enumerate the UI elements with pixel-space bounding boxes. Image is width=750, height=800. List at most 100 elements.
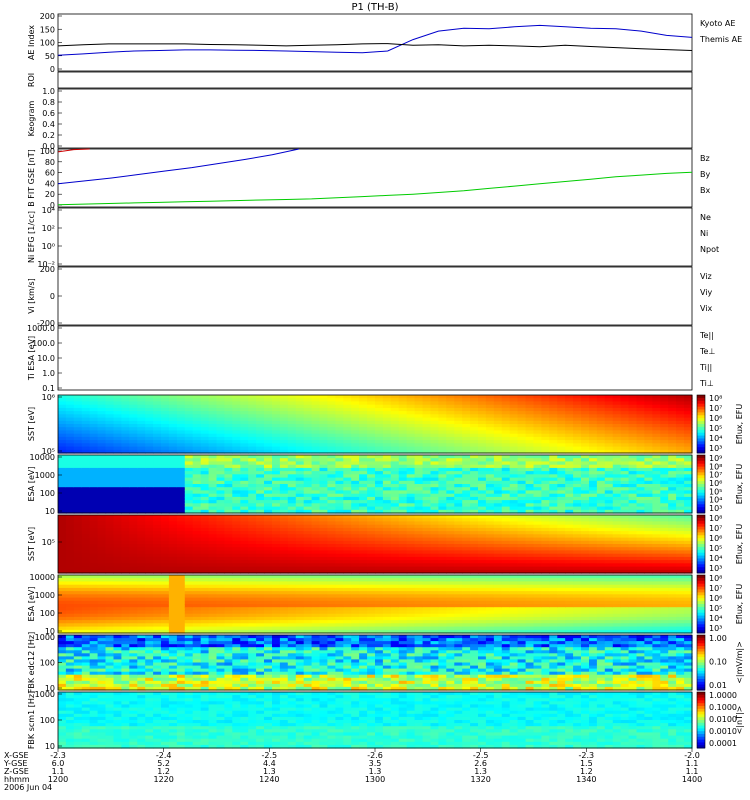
heatmap-cell	[668, 417, 677, 422]
heatmap-cell	[382, 550, 392, 555]
heatmap-cell	[541, 496, 550, 501]
heatmap-cell	[565, 474, 574, 479]
heatmap-cell	[343, 449, 352, 454]
heatmap-cell	[573, 404, 582, 409]
heatmap-cell	[89, 600, 99, 605]
heatmap-cell	[509, 440, 519, 444]
heatmap-cell	[573, 506, 582, 511]
heatmap-cell	[557, 464, 566, 469]
heatmap-cell	[97, 616, 107, 621]
heatmap-cell	[422, 443, 432, 448]
heatmap-cell	[351, 527, 360, 532]
heatmap-cell	[58, 587, 67, 592]
heatmap-cell	[73, 490, 83, 495]
heatmap-cell	[382, 443, 392, 448]
heatmap-cell	[557, 407, 566, 412]
heatmap-cell	[406, 404, 416, 409]
heatmap-cell	[589, 458, 598, 462]
heatmap-cell	[272, 436, 281, 441]
heatmap-cell	[604, 430, 614, 435]
heatmap-cell	[224, 537, 233, 542]
heatmap-cell	[240, 440, 249, 444]
heatmap-cell	[541, 420, 550, 425]
heatmap-cell	[176, 587, 186, 592]
heatmap-cell	[319, 547, 328, 551]
heatmap-cell	[470, 443, 479, 448]
heatmap-cell	[398, 395, 408, 399]
heatmap-cell	[557, 449, 566, 454]
heatmap-cell	[343, 461, 352, 466]
heatmap-cell	[573, 458, 582, 462]
heatmap-cell	[256, 474, 265, 479]
heatmap-cell	[161, 521, 170, 526]
heatmap-cell	[248, 427, 257, 431]
heatmap-cell	[581, 531, 590, 535]
heatmap-cell	[343, 496, 352, 501]
heatmap-cell	[525, 493, 535, 498]
heatmap-cell	[129, 490, 138, 495]
heatmap-cell	[636, 493, 645, 498]
heatmap-cell	[319, 424, 328, 428]
heatmap-cell	[604, 467, 614, 472]
heatmap-cell	[145, 471, 154, 475]
heatmap-cell	[176, 414, 186, 419]
heatmap-cell	[446, 566, 455, 571]
heatmap-cell	[319, 401, 328, 406]
heatmap-cell	[105, 613, 114, 618]
heatmap-cell	[192, 484, 202, 488]
heatmap-cell	[184, 404, 194, 409]
heatmap-cell	[375, 544, 384, 548]
heatmap-cell	[303, 496, 313, 501]
heatmap-cell	[541, 484, 550, 488]
heatmap-cell	[153, 395, 162, 399]
heatmap-cell	[73, 566, 83, 571]
heatmap-cell	[382, 420, 392, 425]
heatmap-cell	[73, 464, 83, 469]
heatmap-cell	[652, 461, 661, 466]
heatmap-cell	[676, 563, 685, 568]
heatmap-cell	[81, 597, 91, 602]
heatmap-cell	[272, 458, 281, 462]
heatmap-cell	[161, 484, 170, 488]
colorbar-swatch	[697, 541, 705, 545]
heatmap-cell	[509, 540, 519, 545]
heatmap-cell	[153, 578, 162, 582]
heatmap-cell	[248, 604, 257, 608]
heatmap-cell	[676, 544, 685, 548]
heatmap-cell	[89, 607, 99, 611]
heatmap-cell	[240, 607, 249, 611]
heatmap-cell	[422, 527, 432, 532]
heatmap-cell	[676, 553, 685, 558]
heatmap-cell	[264, 449, 273, 454]
heatmap-cell	[129, 531, 138, 535]
heatmap-cell	[422, 496, 432, 501]
heatmap-cell	[501, 467, 511, 472]
heatmap-cell	[375, 398, 384, 402]
heatmap-cell	[454, 500, 463, 504]
heatmap-cell	[105, 569, 114, 574]
heatmap-cell	[565, 487, 574, 491]
heatmap-cell	[311, 467, 321, 472]
heatmap-cell	[573, 436, 582, 441]
heatmap-cell	[533, 521, 542, 526]
heatmap-cell	[501, 461, 511, 466]
heatmap-cell	[168, 464, 178, 469]
heatmap-cell	[525, 503, 535, 508]
heatmap-cell	[644, 433, 653, 438]
heatmap-cell	[272, 443, 281, 448]
heatmap-cell	[137, 471, 146, 475]
heatmap-cell	[208, 446, 218, 451]
heatmap-cell	[240, 515, 249, 519]
heatmap-cell	[501, 534, 511, 539]
heatmap-cell	[438, 493, 447, 498]
heatmap-cell	[517, 446, 527, 451]
heatmap-cell	[200, 433, 210, 438]
heatmap-cell	[422, 420, 432, 425]
heatmap-cell	[684, 411, 693, 415]
heatmap-cell	[462, 427, 471, 431]
heatmap-cell	[145, 493, 154, 498]
heatmap-cell	[668, 509, 677, 514]
heatmap-cell	[65, 607, 75, 611]
heatmap-cell	[176, 506, 186, 511]
heatmap-cell	[541, 414, 550, 419]
